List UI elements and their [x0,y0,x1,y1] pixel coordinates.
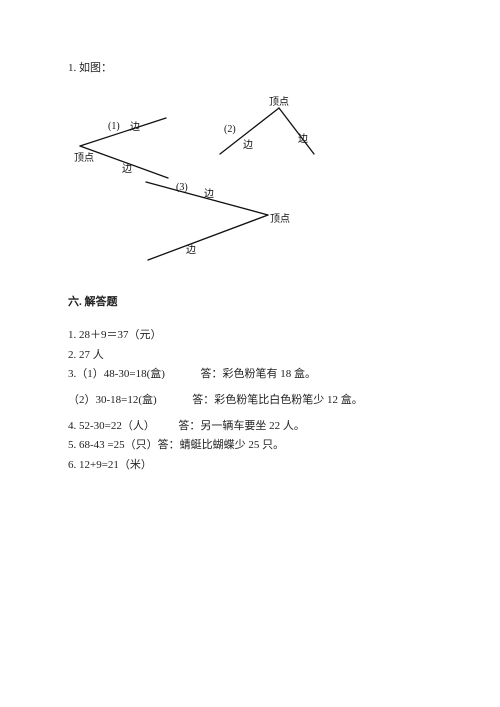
label-1-vertex: 顶点 [74,151,94,167]
label-2-num: (2) [224,122,236,138]
label-1-side-1: 边 [130,120,140,136]
page: 1. 如图： (1) 边 顶点 边 (2) 顶点 边 边 (3) 边 顶点 边 … [0,0,500,474]
answer-line-3-ans: 答：彩色粉笔有 18 盒。 [200,368,316,380]
answers-block: 1. 28＋9＝37（元） 2. 27 人 3.（1）48-30=18(盒) 答… [68,327,440,474]
answer-line-7: 6. 12+9=21（米） [68,457,440,475]
answer-line-5: 4. 52-30=22（人） 答：另一辆车要坐 22 人。 [68,418,440,436]
label-1-num: (1) [108,119,120,135]
answer-line-2: 2. 27 人 [68,347,440,365]
answer-line-5-ans: 答：另一辆车要坐 22 人。 [178,420,305,432]
label-2-vertex: 顶点 [269,95,289,111]
section-6-title: 六. 解答题 [68,294,440,312]
angle-a3-side-2 [148,215,268,260]
answer-line-5-eq: 4. 52-30=22（人） [68,420,155,432]
answer-line-1: 1. 28＋9＝37（元） [68,327,440,345]
answer-line-4: （2）30-18=12(盒) 答：彩色粉笔比白色粉笔少 12 盒。 [68,392,440,410]
angle-diagram: (1) 边 顶点 边 (2) 顶点 边 边 (3) 边 顶点 边 [68,100,328,270]
intro-line: 1. 如图： [68,60,440,78]
answer-line-3: 3.（1）48-30=18(盒) 答：彩色粉笔有 18 盒。 [68,366,440,384]
label-1-side-2: 边 [122,162,132,178]
angle-diagram-svg [68,100,328,270]
angle-a2-side-2 [279,108,314,154]
answer-line-4-eq: （2）30-18=12(盒) [68,394,157,406]
label-2-side-2: 边 [298,132,308,148]
label-3-side-2: 边 [186,243,196,259]
answer-line-3-eq: 3.（1）48-30=18(盒) [68,368,165,380]
label-3-num: (3) [176,180,188,196]
label-3-side-1: 边 [204,187,214,203]
answer-line-4-ans: 答：彩色粉笔比白色粉笔少 12 盒。 [192,394,363,406]
answer-line-6: 5. 68-43 =25（只）答：蜻蜓比蝴蝶少 25 只。 [68,437,440,455]
label-2-side-1: 边 [243,138,253,154]
angle-a1-side-1 [80,118,166,146]
label-3-vertex: 顶点 [270,212,290,228]
